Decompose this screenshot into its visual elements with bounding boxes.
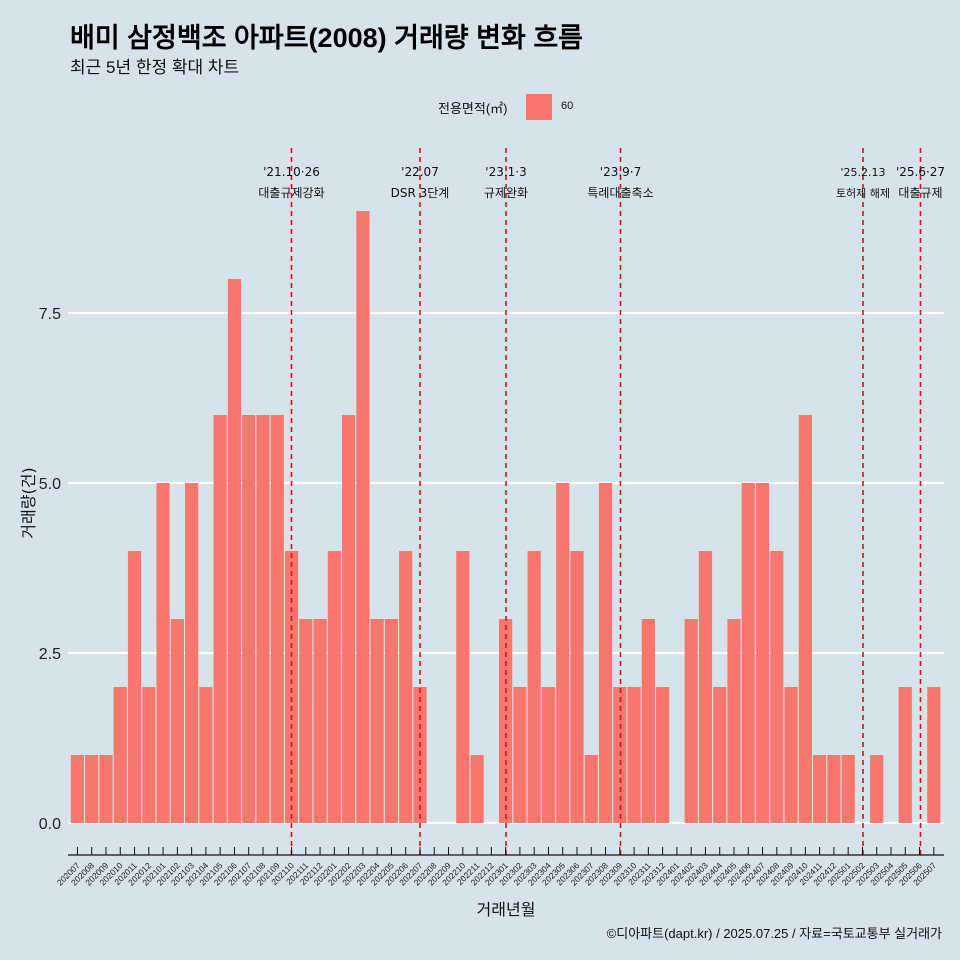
- bar: [313, 619, 327, 823]
- bar: [342, 415, 356, 823]
- bar: [242, 415, 256, 823]
- annotation-date: '25.6·27: [896, 165, 945, 179]
- chart-subtitle: 최근 5년 한정 확대 차트: [70, 58, 240, 77]
- x-axis-title: 거래년월: [477, 900, 536, 919]
- bar: [284, 551, 299, 823]
- bar: [827, 755, 841, 823]
- bar: [127, 551, 142, 823]
- bar: [513, 687, 527, 823]
- bar: [156, 483, 170, 823]
- annotation-label: 특례대출축소: [587, 186, 653, 200]
- chart-title: 배미 삼정백조 아파트(2008) 거래량 변화 흐름: [70, 23, 583, 53]
- bar: [170, 619, 184, 823]
- bar: [898, 687, 912, 823]
- bars: [70, 211, 941, 823]
- bar: [641, 619, 655, 823]
- bar: [656, 687, 670, 823]
- bar: [270, 415, 284, 823]
- legend-title: 전용면적(㎡): [438, 101, 508, 116]
- annotation-date: '22.07: [401, 165, 439, 179]
- bar: [527, 551, 541, 823]
- y-axis-title: 거래량(건): [19, 467, 38, 538]
- bar: [70, 755, 85, 823]
- y-tick-label: 2.5: [39, 646, 61, 663]
- legend-label: 60: [561, 100, 574, 112]
- bar: [741, 483, 755, 823]
- bar: [256, 415, 270, 823]
- bar: [299, 619, 313, 823]
- annotation-date: '25.2.13: [840, 166, 885, 179]
- bar: [85, 755, 99, 823]
- bar: [541, 687, 556, 823]
- annotation-label: 대출규제강화: [258, 186, 324, 200]
- annotations: '21.10·26 대출규제강화 '22.07 DSR 3단계 '23.1·3 규제완화 '…: [258, 148, 945, 855]
- bar: [784, 687, 798, 823]
- bar: [684, 619, 698, 823]
- legend-swatch: [526, 94, 552, 120]
- bar: [99, 755, 113, 823]
- annotation-date: '23.9·7: [600, 165, 641, 179]
- bar: [142, 687, 156, 823]
- bar: [570, 551, 584, 823]
- annotation-label: 토허제 해제: [836, 186, 890, 200]
- y-tick-label: 5.0: [39, 476, 61, 493]
- annotation-label: 대출규제: [898, 186, 942, 200]
- legend: 전용면적(㎡) 60: [0, 92, 960, 122]
- bar: [813, 755, 827, 823]
- bar: [327, 551, 341, 823]
- bar: [698, 551, 713, 823]
- bar: [798, 415, 812, 823]
- annotation-label: 규제완화: [484, 186, 528, 200]
- bar: [598, 483, 613, 823]
- bar: [927, 687, 941, 823]
- bar: [356, 211, 370, 823]
- bar: [727, 619, 741, 823]
- annotation-date: '21.10·26: [263, 165, 320, 179]
- y-tick-label: 0.0: [39, 816, 61, 833]
- bar: [470, 755, 484, 823]
- bar: [556, 483, 570, 823]
- bar: [384, 619, 399, 823]
- bar: [199, 687, 213, 823]
- bar: [370, 619, 384, 823]
- annotation-date: '23.1·3: [485, 165, 526, 179]
- bar: [113, 687, 127, 823]
- bar: [227, 279, 242, 823]
- bar: [584, 755, 598, 823]
- bar: [213, 415, 227, 823]
- bar: [870, 755, 884, 823]
- source-caption: ©디아파트(dapt.kr) / 2025.07.25 / 자료=국토교통부 실…: [606, 926, 942, 941]
- bar: [185, 483, 199, 823]
- bar: [770, 551, 784, 823]
- bar: [399, 551, 413, 823]
- bar: [755, 483, 770, 823]
- y-tick-label: 7.5: [39, 306, 61, 323]
- bar: [499, 619, 513, 823]
- bar: [627, 687, 641, 823]
- annotation-label: DSR 3단계: [391, 186, 450, 200]
- bar: [841, 755, 855, 823]
- bar: [713, 687, 727, 823]
- bar: [456, 551, 470, 823]
